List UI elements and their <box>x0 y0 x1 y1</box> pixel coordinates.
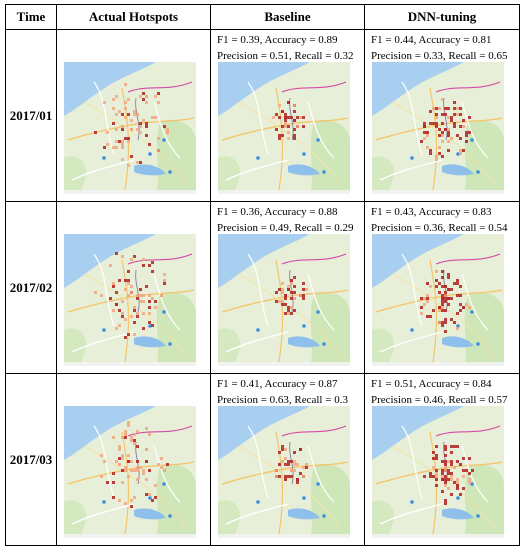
dnn-metrics: F1 = 0.43, Accuracy = 0.83 Precision = 0… <box>365 202 519 238</box>
baseline-metrics-line2: Precision = 0.51, Recall = 0.32 <box>217 50 354 62</box>
map-svg <box>64 406 196 538</box>
header-actual-hotspots: Actual Hotspots <box>56 4 211 30</box>
header-baseline: Baseline <box>210 4 365 30</box>
dnn-metrics-line2: Precision = 0.33, Recall = 0.65 <box>371 50 508 62</box>
dnn-metrics-line2: Precision = 0.46, Recall = 0.57 <box>371 394 508 406</box>
map-svg <box>218 234 350 366</box>
baseline-metrics-line2: Precision = 0.63, Recall = 0.3 <box>217 394 348 406</box>
dnn-metrics-line1: F1 = 0.44, Accuracy = 0.81 <box>371 34 492 46</box>
dnn-cell: F1 = 0.51, Accuracy = 0.84 Precision = 0… <box>364 373 520 546</box>
table-row: 2017/01 F1 = 0.39, Accuracy = 0.89 Preci… <box>5 29 520 202</box>
baseline-cell: F1 = 0.41, Accuracy = 0.87 Precision = 0… <box>210 373 365 546</box>
baseline-hotspot-map <box>218 62 350 194</box>
actual-hotspot-map <box>64 406 196 538</box>
map-svg <box>372 406 504 538</box>
dnn-cell: F1 = 0.44, Accuracy = 0.81 Precision = 0… <box>364 29 520 202</box>
map-svg <box>64 234 196 366</box>
time-label: 2017/02 <box>5 201 57 374</box>
dnn-hotspot-map <box>372 62 504 194</box>
results-table: Time Actual Hotspots Baseline DNN-tuning… <box>5 4 520 546</box>
header-dnn-tuning: DNN-tuning <box>364 4 520 30</box>
baseline-metrics-line1: F1 = 0.41, Accuracy = 0.87 <box>217 378 338 390</box>
actual-hotspot-map <box>64 234 196 366</box>
baseline-metrics-line1: F1 = 0.36, Accuracy = 0.88 <box>217 206 338 218</box>
table-row: 2017/03 F1 = 0.41, Accuracy = 0.87 Preci… <box>5 373 520 546</box>
header-row: Time Actual Hotspots Baseline DNN-tuning <box>5 4 520 30</box>
table-row: 2017/02 F1 = 0.36, Accuracy = 0.88 Preci… <box>5 201 520 374</box>
dnn-cell: F1 = 0.43, Accuracy = 0.83 Precision = 0… <box>364 201 520 374</box>
baseline-metrics-line1: F1 = 0.39, Accuracy = 0.89 <box>217 34 338 46</box>
baseline-metrics: F1 = 0.41, Accuracy = 0.87 Precision = 0… <box>211 374 364 410</box>
baseline-hotspot-map <box>218 406 350 538</box>
dnn-metrics-line1: F1 = 0.43, Accuracy = 0.83 <box>371 206 492 218</box>
actual-cell <box>56 373 211 546</box>
baseline-metrics-line2: Precision = 0.49, Recall = 0.29 <box>217 222 354 234</box>
time-label: 2017/03 <box>5 373 57 546</box>
baseline-hotspot-map <box>218 234 350 366</box>
baseline-cell: F1 = 0.39, Accuracy = 0.89 Precision = 0… <box>210 29 365 202</box>
baseline-metrics: F1 = 0.36, Accuracy = 0.88 Precision = 0… <box>211 202 364 238</box>
actual-hotspot-map <box>64 62 196 194</box>
baseline-metrics: F1 = 0.39, Accuracy = 0.89 Precision = 0… <box>211 30 364 66</box>
actual-cell <box>56 201 211 374</box>
dnn-metrics: F1 = 0.51, Accuracy = 0.84 Precision = 0… <box>365 374 519 410</box>
dnn-metrics: F1 = 0.44, Accuracy = 0.81 Precision = 0… <box>365 30 519 66</box>
dnn-metrics-line2: Precision = 0.36, Recall = 0.54 <box>371 222 508 234</box>
baseline-cell: F1 = 0.36, Accuracy = 0.88 Precision = 0… <box>210 201 365 374</box>
dnn-hotspot-map <box>372 234 504 366</box>
dnn-hotspot-map <box>372 406 504 538</box>
dnn-metrics-line1: F1 = 0.51, Accuracy = 0.84 <box>371 378 492 390</box>
map-svg <box>372 234 504 366</box>
map-svg <box>218 406 350 538</box>
map-svg <box>218 62 350 194</box>
header-time: Time <box>5 4 57 30</box>
time-label: 2017/01 <box>5 29 57 202</box>
map-svg <box>372 62 504 194</box>
actual-cell <box>56 29 211 202</box>
map-svg <box>64 62 196 194</box>
